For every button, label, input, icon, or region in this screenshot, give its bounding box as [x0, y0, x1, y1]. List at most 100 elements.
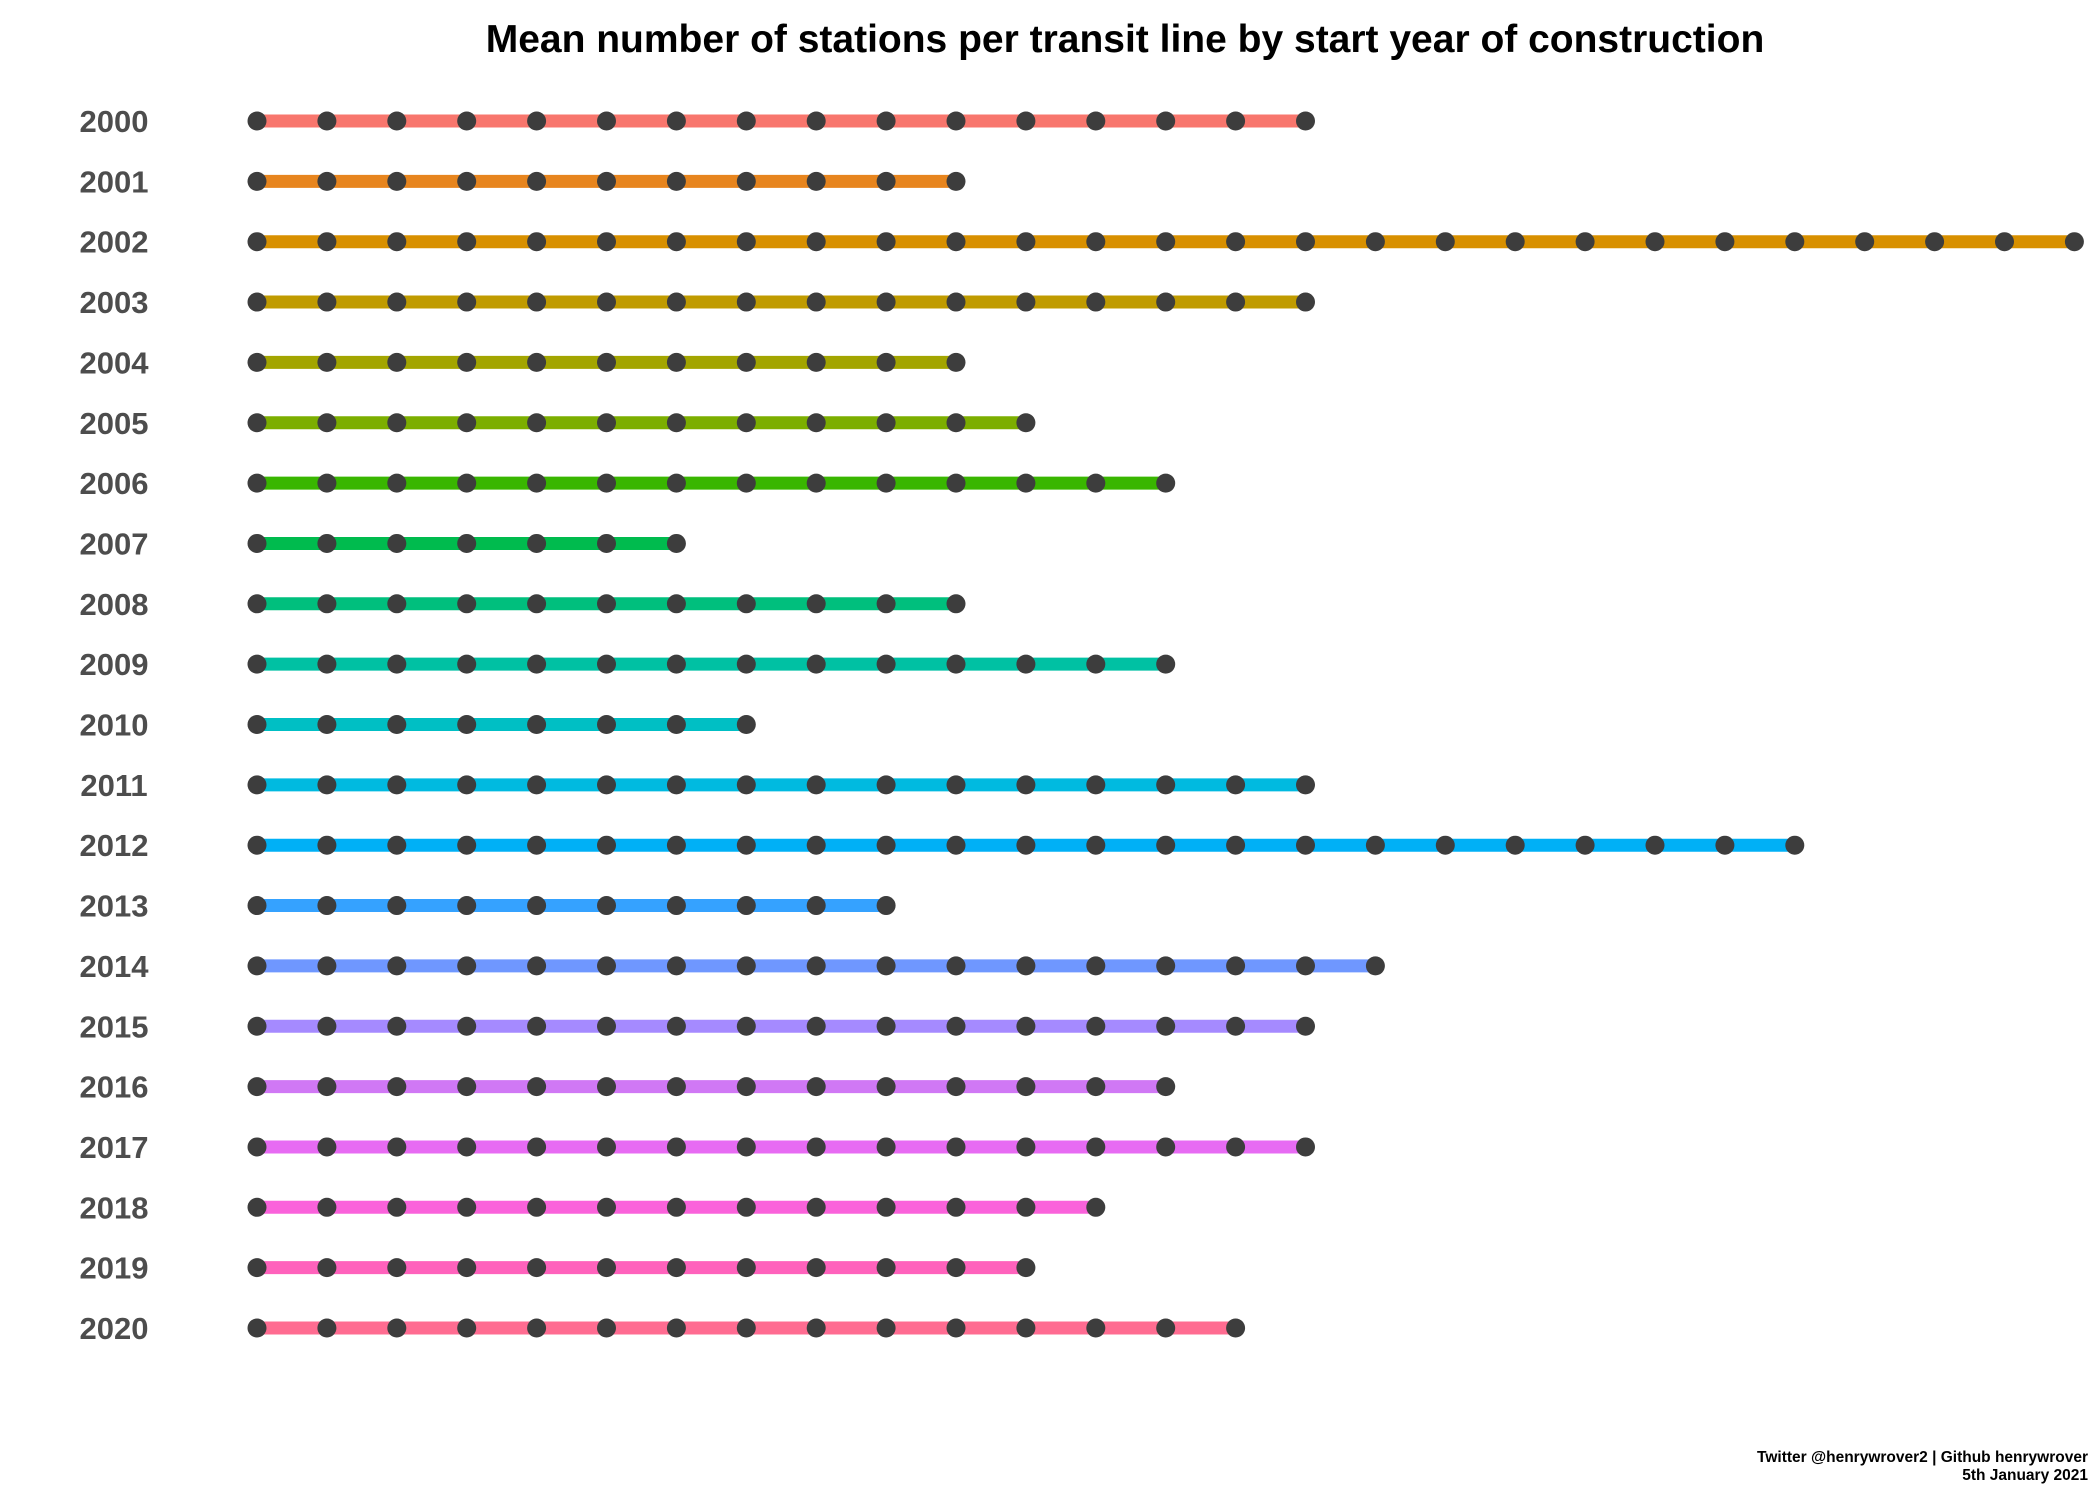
- station-point: [946, 111, 966, 131]
- station-point: [946, 775, 966, 795]
- transit-line-2001: 2001: [80, 164, 966, 199]
- station-point: [527, 1077, 547, 1097]
- station-point: [736, 473, 756, 493]
- station-point: [247, 352, 267, 372]
- year-label: 2010: [80, 708, 149, 743]
- station-point: [1296, 775, 1315, 795]
- station-point: [1925, 232, 1945, 252]
- station-point: [806, 1318, 826, 1338]
- station-point: [387, 956, 407, 976]
- station-point: [666, 533, 686, 553]
- station-point: [597, 413, 616, 433]
- station-point: [317, 594, 337, 614]
- station-point: [946, 292, 966, 312]
- station-point: [1435, 232, 1455, 252]
- station-point: [527, 594, 547, 614]
- station-point: [387, 594, 407, 614]
- station-point: [317, 896, 337, 916]
- station-point: [527, 171, 547, 191]
- station-point: [597, 1137, 616, 1157]
- station-point: [736, 171, 756, 191]
- station-point: [946, 1258, 966, 1278]
- transit-line-2014: 2014: [80, 949, 1385, 984]
- station-point: [457, 111, 477, 131]
- transit-line-2006: 2006: [80, 466, 1176, 501]
- station-point: [387, 1016, 407, 1036]
- station-point: [1995, 232, 2014, 252]
- station-point: [1086, 473, 1106, 493]
- station-point: [317, 1318, 337, 1338]
- station-point: [876, 1258, 896, 1278]
- station-point: [317, 715, 337, 734]
- station-point: [527, 896, 547, 916]
- station-point: [317, 1197, 337, 1217]
- station-point: [1156, 1016, 1176, 1036]
- station-point: [317, 413, 337, 433]
- station-point: [1016, 1016, 1036, 1036]
- station-point: [806, 352, 826, 372]
- station-point: [1156, 1077, 1176, 1097]
- station-point: [247, 533, 267, 553]
- station-point: [1086, 1137, 1106, 1157]
- transit-line-2010: 2010: [80, 708, 756, 743]
- station-point: [946, 352, 966, 372]
- station-point: [457, 1258, 477, 1278]
- station-point: [317, 775, 337, 795]
- station-point: [457, 956, 477, 976]
- station-point: [946, 1016, 966, 1036]
- station-point: [247, 1258, 267, 1278]
- transit-line-2018: 2018: [80, 1190, 1106, 1225]
- station-point: [597, 1197, 616, 1217]
- station-point: [457, 835, 477, 855]
- station-point: [1086, 1318, 1106, 1338]
- transit-line-2015: 2015: [80, 1009, 1315, 1044]
- station-point: [457, 715, 477, 734]
- station-point: [736, 413, 756, 433]
- station-point: [1226, 956, 1246, 976]
- station-point: [387, 835, 407, 855]
- station-point: [597, 835, 616, 855]
- station-point: [1296, 232, 1315, 252]
- station-point: [247, 292, 267, 312]
- station-point: [597, 775, 616, 795]
- station-point: [666, 654, 686, 674]
- station-point: [946, 1077, 966, 1097]
- station-point: [317, 533, 337, 553]
- station-point: [736, 654, 756, 674]
- station-point: [666, 111, 686, 131]
- station-point: [666, 896, 686, 916]
- station-point: [1086, 292, 1106, 312]
- station-point: [1016, 292, 1036, 312]
- station-point: [1855, 232, 1875, 252]
- station-point: [666, 1137, 686, 1157]
- station-point: [317, 1016, 337, 1036]
- station-point: [806, 232, 826, 252]
- station-point: [876, 1077, 896, 1097]
- station-point: [666, 1016, 686, 1036]
- station-point: [1086, 1197, 1106, 1217]
- station-point: [1226, 1318, 1246, 1338]
- year-label: 2011: [80, 768, 147, 803]
- transit-line-2011: 2011: [80, 768, 1315, 803]
- station-point: [527, 1197, 547, 1217]
- station-point: [736, 232, 756, 252]
- station-point: [1296, 1137, 1315, 1157]
- station-point: [597, 1016, 616, 1036]
- station-point: [1505, 835, 1525, 855]
- station-point: [1156, 111, 1176, 131]
- caption-date: 5th January 2021: [1962, 1467, 2088, 1484]
- station-point: [1156, 654, 1176, 674]
- station-point: [527, 835, 547, 855]
- station-point: [527, 956, 547, 976]
- station-point: [876, 775, 896, 795]
- station-point: [946, 835, 966, 855]
- station-point: [457, 473, 477, 493]
- station-point: [1086, 232, 1106, 252]
- station-point: [527, 1258, 547, 1278]
- station-point: [806, 292, 826, 312]
- station-point: [806, 413, 826, 433]
- station-point: [736, 1016, 756, 1036]
- station-point: [247, 413, 267, 433]
- station-point: [2064, 232, 2084, 252]
- station-point: [1016, 1197, 1036, 1217]
